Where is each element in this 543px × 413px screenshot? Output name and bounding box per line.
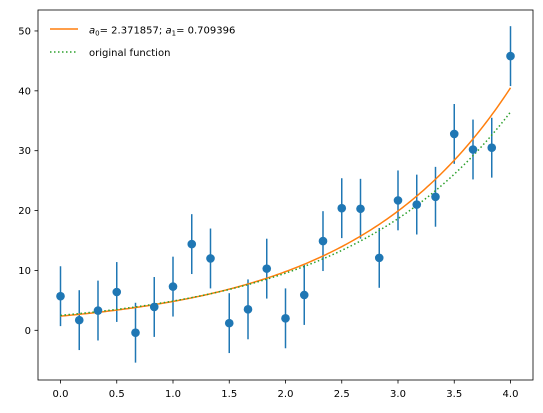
original-function-curve (60, 111, 512, 317)
data-point (112, 287, 122, 297)
data-point (187, 239, 197, 249)
data-point (412, 200, 422, 209)
data-point (337, 203, 347, 213)
x-tick-label: 0.5 (109, 389, 125, 400)
y-tick-label: 30 (18, 146, 31, 157)
x-tick-label: 3.5 (446, 389, 462, 400)
legend-fit-label: a0= 2.371857; a1= 0.709396 (89, 26, 235, 38)
legend-a1-value: 0.709396 (188, 26, 236, 37)
data-point (449, 129, 459, 139)
data-point (93, 306, 103, 315)
y-tick-label: 20 (18, 206, 31, 217)
legend-a0-value: 2.371857 (111, 26, 159, 37)
data-point (393, 196, 403, 205)
legend-a0-name: a (89, 26, 95, 37)
x-tick-label: 0.0 (53, 389, 69, 400)
data-point (299, 290, 309, 300)
data-point (281, 314, 290, 323)
legend: a0= 2.371857; a1= 0.709396 original func… (50, 26, 235, 59)
x-tick-label: 4.0 (503, 389, 519, 400)
data-point (243, 305, 253, 314)
data-point (206, 254, 215, 263)
y-tick-label: 40 (18, 86, 31, 97)
plot-area (56, 26, 515, 363)
x-tick-label: 1.0 (165, 389, 181, 400)
legend-a0-sub: 0 (95, 30, 99, 38)
data-point (356, 204, 365, 214)
legend-a1-sub: 1 (172, 30, 176, 38)
data-point (374, 253, 384, 263)
x-axis: 0.0 0.5 1.0 1.5 2.0 2.5 3.0 3.5 4.0 (53, 380, 519, 400)
legend-original-label: original function (89, 48, 170, 59)
x-tick-label: 3.0 (390, 389, 406, 400)
y-axis: 0 10 20 30 40 50 (18, 26, 38, 337)
data-point (431, 192, 440, 202)
data-point (224, 318, 234, 328)
x-tick-label: 1.5 (221, 389, 237, 400)
data-point (149, 302, 159, 312)
legend-a1-name: a (165, 26, 171, 37)
data-point (506, 51, 515, 61)
fit-curve (60, 87, 512, 317)
y-tick-label: 10 (18, 266, 31, 277)
x-tick-label: 2.5 (334, 389, 350, 400)
data-point (56, 291, 65, 301)
data-point (262, 264, 272, 273)
data-point (468, 145, 478, 154)
data-point (168, 282, 178, 291)
data-point (318, 236, 328, 246)
y-tick-label: 0 (25, 326, 31, 337)
y-tick-label: 50 (18, 26, 31, 37)
data-point (131, 328, 140, 338)
data-point (74, 315, 84, 325)
x-tick-label: 2.0 (278, 389, 294, 400)
data-point (487, 143, 497, 153)
